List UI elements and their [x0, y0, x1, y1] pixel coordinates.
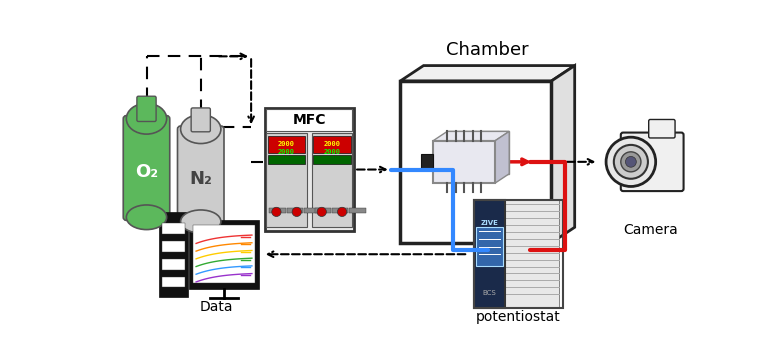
Circle shape — [606, 137, 656, 187]
Circle shape — [621, 152, 641, 172]
Circle shape — [625, 156, 636, 167]
Polygon shape — [401, 65, 574, 81]
FancyBboxPatch shape — [266, 109, 352, 131]
FancyBboxPatch shape — [313, 155, 351, 164]
Text: potentiostat: potentiostat — [476, 310, 561, 324]
Circle shape — [317, 207, 326, 217]
Ellipse shape — [126, 103, 167, 134]
FancyBboxPatch shape — [401, 81, 551, 243]
FancyBboxPatch shape — [313, 136, 351, 153]
FancyBboxPatch shape — [137, 96, 156, 121]
FancyBboxPatch shape — [162, 241, 185, 252]
Circle shape — [292, 207, 301, 217]
FancyBboxPatch shape — [191, 108, 211, 132]
FancyBboxPatch shape — [123, 116, 170, 220]
Text: O₂: O₂ — [135, 163, 158, 181]
Text: Chamber: Chamber — [446, 41, 529, 59]
FancyBboxPatch shape — [311, 133, 352, 227]
Text: Camera: Camera — [623, 223, 677, 238]
Text: 2000: 2000 — [278, 149, 295, 155]
FancyBboxPatch shape — [269, 208, 286, 213]
Polygon shape — [448, 131, 509, 174]
FancyBboxPatch shape — [266, 133, 307, 227]
FancyBboxPatch shape — [332, 208, 348, 213]
Text: MFC: MFC — [292, 113, 326, 127]
Circle shape — [271, 207, 281, 217]
Text: N₂: N₂ — [189, 170, 212, 188]
Polygon shape — [551, 65, 574, 243]
Text: 2000: 2000 — [324, 141, 341, 147]
Polygon shape — [433, 131, 509, 141]
FancyBboxPatch shape — [268, 155, 305, 164]
FancyBboxPatch shape — [162, 259, 185, 270]
Ellipse shape — [181, 115, 221, 143]
Text: 2000: 2000 — [278, 141, 295, 147]
FancyBboxPatch shape — [287, 208, 303, 213]
Ellipse shape — [126, 205, 167, 230]
FancyBboxPatch shape — [162, 223, 185, 234]
FancyBboxPatch shape — [649, 120, 675, 138]
Ellipse shape — [181, 210, 221, 233]
FancyBboxPatch shape — [268, 136, 305, 153]
FancyBboxPatch shape — [178, 126, 224, 224]
FancyBboxPatch shape — [349, 208, 365, 213]
FancyBboxPatch shape — [193, 225, 255, 284]
FancyBboxPatch shape — [474, 200, 505, 308]
FancyBboxPatch shape — [265, 108, 354, 231]
Circle shape — [614, 145, 648, 179]
Circle shape — [338, 207, 347, 217]
FancyBboxPatch shape — [476, 227, 503, 266]
Text: ZIVE: ZIVE — [481, 221, 498, 227]
Text: BCS: BCS — [483, 290, 496, 296]
FancyBboxPatch shape — [304, 208, 321, 213]
Polygon shape — [495, 131, 509, 183]
FancyBboxPatch shape — [501, 200, 559, 308]
FancyBboxPatch shape — [433, 141, 495, 183]
FancyBboxPatch shape — [421, 154, 433, 170]
Text: Data: Data — [199, 301, 233, 314]
FancyBboxPatch shape — [189, 219, 259, 289]
FancyBboxPatch shape — [159, 212, 188, 297]
FancyBboxPatch shape — [621, 132, 684, 191]
FancyBboxPatch shape — [162, 276, 185, 287]
Text: 2000: 2000 — [324, 149, 341, 155]
FancyBboxPatch shape — [315, 208, 331, 213]
